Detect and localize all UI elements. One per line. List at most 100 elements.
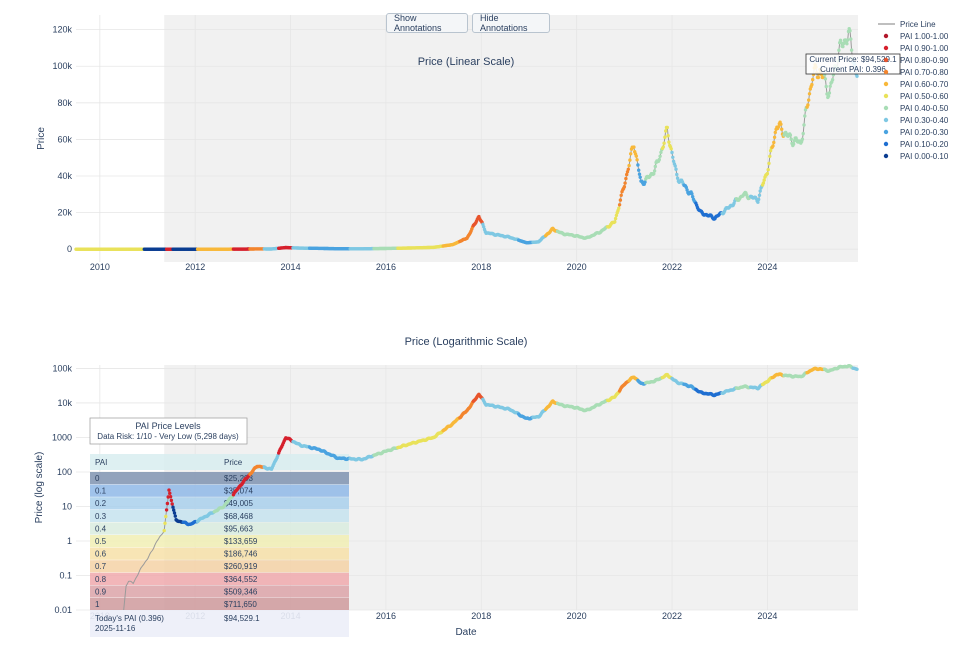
pai-point (169, 498, 174, 503)
legend-item[interactable]: PAI 0.60-0.70 (900, 80, 949, 89)
pai-point (756, 200, 760, 204)
linear-axis-ticks: 0 20k 40k 60k 80k 100k 120k 2010 2012 2014 2016 201… (52, 25, 777, 272)
pai-point (803, 114, 807, 118)
x-tick-label: 2024 (757, 262, 777, 272)
legend-swatch (883, 45, 889, 51)
legend-item[interactable]: PAI 0.00-0.10 (900, 152, 949, 161)
pai-table-cell-pai: 0.5 (95, 537, 107, 546)
pai-point (614, 213, 619, 218)
pai-table-cell-price: $260,919 (224, 562, 258, 571)
pai-point (828, 84, 832, 89)
pai-point (758, 189, 762, 193)
pai-table-row (90, 535, 349, 548)
legend-item[interactable]: PAI 0.20-0.30 (900, 128, 949, 137)
pai-point (823, 77, 828, 81)
pai-point (811, 77, 815, 82)
legend-item[interactable]: PAI 0.40-0.50 (900, 104, 949, 113)
pai-table-cell-price: $133,659 (224, 537, 258, 546)
y-tick-label: 0.01 (54, 605, 72, 615)
pai-point (802, 123, 806, 127)
pai-point (801, 131, 805, 136)
pai-point (669, 147, 673, 151)
x-tick-label: 2018 (471, 262, 491, 272)
y-tick-label: 0 (67, 244, 72, 254)
pai-point (789, 137, 793, 141)
legend-item[interactable]: PAI 0.80-0.90 (900, 56, 949, 65)
log-y-axis-label: Price (log scale) (34, 452, 45, 524)
y-tick-label: 100k (52, 61, 72, 71)
legend-item[interactable]: PAI 0.50-0.60 (900, 92, 949, 101)
pai-table-cell-price: $68,468 (224, 512, 253, 521)
pai-point (666, 134, 670, 138)
pai-point (830, 78, 835, 82)
pai-point (772, 140, 776, 145)
pai-point (663, 135, 667, 139)
pai-point (673, 164, 677, 168)
y-tick-label: 0.1 (59, 570, 72, 580)
pai-point (841, 44, 845, 49)
pai-point (162, 528, 166, 533)
legend-item[interactable]: PAI 0.10-0.20 (900, 140, 949, 149)
pai-point (613, 216, 618, 221)
pai-table-cell-price: $49,005 (224, 499, 253, 508)
pai-point (846, 38, 850, 42)
pai-point (618, 198, 623, 202)
legend: Price Line PAI 1.00-1.00 PAI 0.90-1.00 PAI… (878, 20, 949, 161)
legend-item[interactable]: PAI 0.30-0.40 (900, 116, 949, 125)
legend-item[interactable]: PAI 0.70-0.80 (900, 68, 949, 77)
pai-point (855, 74, 859, 78)
legend-swatch (883, 129, 889, 135)
pai-table-cell-price: $364,552 (224, 575, 258, 584)
pai-point (762, 178, 766, 182)
y-tick-label: 100k (52, 363, 72, 373)
pai-point (172, 511, 177, 515)
pai-point (627, 163, 631, 168)
pai-point (807, 98, 811, 102)
legend-item[interactable]: PAI 1.00-1.00 (900, 32, 949, 41)
pai-point (757, 197, 761, 202)
pai-point (165, 501, 170, 506)
pai-point (619, 193, 623, 197)
pai-table-row (90, 585, 349, 598)
legend-swatch (883, 81, 889, 87)
linear-y-axis-label: Price (36, 127, 47, 150)
legend-swatch (883, 153, 889, 159)
pai-point (617, 203, 622, 207)
pai-point (772, 135, 777, 139)
pai-table-row (90, 560, 349, 573)
pai-today-date: 2025-11-16 (95, 624, 136, 633)
pai-point (637, 172, 642, 176)
pai-table-cell-pai: 0.7 (95, 562, 107, 571)
pai-point (757, 193, 762, 197)
pai-table-row (90, 598, 349, 611)
pai-point (613, 220, 617, 224)
y-tick-label: 40k (57, 171, 72, 181)
legend-swatch (883, 141, 889, 147)
pai-point (163, 521, 167, 525)
pai-price-levels-table: PAI Price Levels Data Risk: 1/10 - Very … (89, 417, 349, 637)
pai-point (671, 159, 676, 163)
pai-table-cell-pai: 0.3 (95, 512, 107, 521)
hide-annotations-button[interactable]: Hide Annotations (472, 13, 550, 33)
pai-today-label: Today's PAI (0.396) (95, 614, 164, 623)
pai-point (810, 82, 814, 87)
pai-point (776, 125, 781, 129)
legend-item-price-line[interactable]: Price Line (900, 20, 936, 29)
pai-point (826, 94, 831, 98)
y-tick-label: 120k (52, 25, 72, 35)
pai-point (658, 154, 662, 158)
pai-table-header-pai: PAI (95, 458, 107, 467)
linear-pai-points (74, 27, 859, 251)
pai-point (164, 508, 169, 512)
x-tick-label: 2012 (185, 262, 205, 272)
pai-point (767, 161, 771, 166)
y-tick-label: 1 (67, 536, 72, 546)
pai-point (684, 185, 688, 190)
y-tick-label: 10 (62, 501, 72, 511)
legend-item[interactable]: PAI 0.90-1.00 (900, 44, 949, 53)
pai-point (761, 181, 766, 185)
show-annotations-button[interactable]: Show Annotations (386, 13, 468, 33)
pai-point (800, 137, 805, 141)
pai-table-cell-price: $25,203 (224, 474, 253, 483)
